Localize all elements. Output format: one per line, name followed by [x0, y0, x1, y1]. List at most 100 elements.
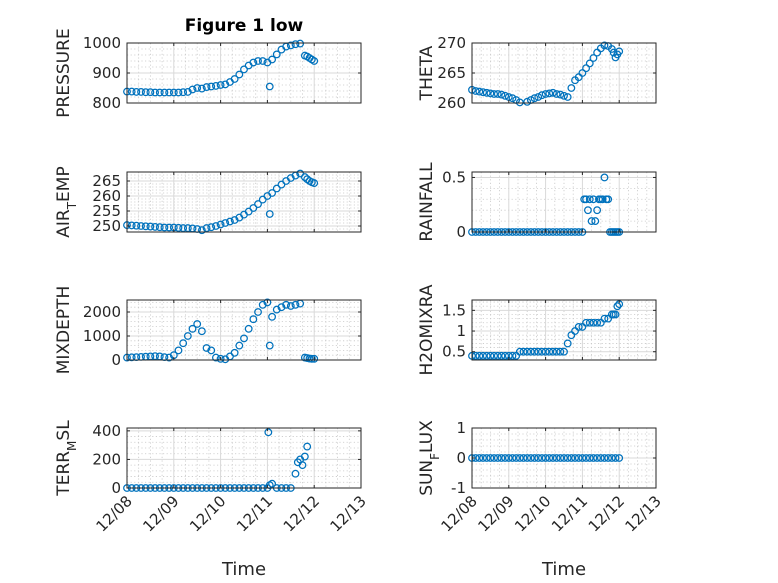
data-point — [207, 346, 216, 355]
data-point — [552, 454, 561, 462]
y-tick-label: 250 — [92, 217, 121, 235]
data-point — [611, 454, 620, 462]
x-tick-label: 12/09 — [139, 492, 182, 535]
data-point — [272, 305, 281, 314]
data-point — [165, 223, 174, 232]
data-point — [155, 223, 164, 232]
data-point — [230, 75, 239, 83]
data-point — [508, 94, 517, 103]
y-tick-label: 0 — [111, 479, 121, 497]
data-point — [493, 90, 502, 98]
data-point — [512, 454, 521, 462]
data-point — [574, 322, 583, 331]
y-tick-label: 0.5 — [442, 343, 466, 361]
data-point — [202, 344, 211, 352]
y-tick-label: 800 — [92, 94, 121, 112]
data-point — [137, 222, 145, 230]
data-point — [583, 206, 592, 215]
data-point — [486, 351, 495, 360]
axes-box — [126, 427, 362, 489]
data-point — [197, 84, 206, 93]
data-point — [151, 222, 160, 231]
data-point — [523, 97, 532, 106]
data-point — [310, 179, 319, 188]
data-point — [211, 222, 220, 230]
data-point — [501, 454, 510, 462]
data-point — [515, 454, 524, 462]
data-point — [249, 58, 258, 67]
data-point — [235, 70, 244, 79]
x-tick-label: 12/12 — [280, 492, 323, 535]
data-point — [593, 318, 602, 327]
data-point — [486, 454, 495, 462]
data-point — [563, 93, 572, 101]
y-tick-label: 0.5 — [442, 168, 466, 186]
data-point — [567, 454, 576, 462]
data-point — [493, 351, 502, 360]
data-point — [582, 64, 591, 73]
data-point — [286, 41, 295, 50]
y-tick-label: 270 — [437, 34, 466, 52]
y-axis-label: THETA — [417, 45, 437, 101]
data-point — [188, 85, 197, 94]
data-point — [526, 454, 535, 462]
data-point — [291, 40, 300, 49]
data-point — [582, 318, 591, 327]
y-tick-label: 1 — [456, 419, 466, 437]
data-point — [600, 173, 609, 182]
data-point — [549, 454, 557, 462]
data-point — [482, 454, 491, 462]
data-point — [197, 327, 206, 336]
data-point — [244, 324, 253, 333]
y-tick-label: 1000 — [83, 34, 121, 52]
data-point — [230, 216, 239, 224]
data-point — [127, 353, 136, 362]
data-point — [490, 454, 499, 462]
data-point — [526, 347, 535, 356]
data-point — [501, 91, 510, 100]
data-point — [300, 452, 309, 461]
subplot-h2omixra: 0.5 1 1.5 H2OMIXRA — [417, 284, 657, 376]
data-point — [563, 339, 572, 348]
data-point — [286, 302, 295, 310]
data-point — [563, 454, 572, 462]
data-point — [202, 224, 211, 233]
data-point — [600, 314, 609, 323]
data-point — [211, 81, 220, 90]
data-point — [537, 454, 546, 462]
data-point — [268, 312, 277, 321]
y-axis-label: RAINFALL — [417, 162, 437, 242]
data-point — [254, 57, 262, 65]
data-point — [179, 339, 188, 348]
data-point — [587, 217, 596, 226]
data-point — [613, 302, 622, 311]
data-point — [585, 454, 594, 462]
data-point — [556, 90, 565, 99]
data-point — [611, 310, 620, 319]
data-point — [508, 454, 517, 462]
y-tick-label: 265 — [437, 64, 466, 82]
data-point — [216, 354, 225, 363]
data-point — [291, 300, 300, 309]
data-point — [291, 469, 300, 478]
data-point — [174, 88, 183, 97]
data-point — [515, 347, 524, 356]
data-point — [300, 173, 309, 182]
data-point — [298, 461, 307, 470]
data-point — [607, 454, 616, 462]
data-point — [556, 454, 565, 462]
subplot-terr-msl: 0 200 400 12/08 12/09 12/10 12/11 12/12 12/13 Tim… — [54, 420, 370, 580]
x-tick-label: 12/11 — [548, 492, 591, 535]
data-point — [515, 98, 524, 107]
data-point — [582, 195, 591, 204]
x-tick-label: 12/12 — [585, 492, 628, 535]
data-point — [589, 195, 598, 204]
data-point — [183, 224, 192, 233]
data-point — [160, 223, 169, 232]
data-point — [497, 351, 506, 360]
data-point — [585, 318, 594, 327]
data-point — [179, 224, 188, 233]
